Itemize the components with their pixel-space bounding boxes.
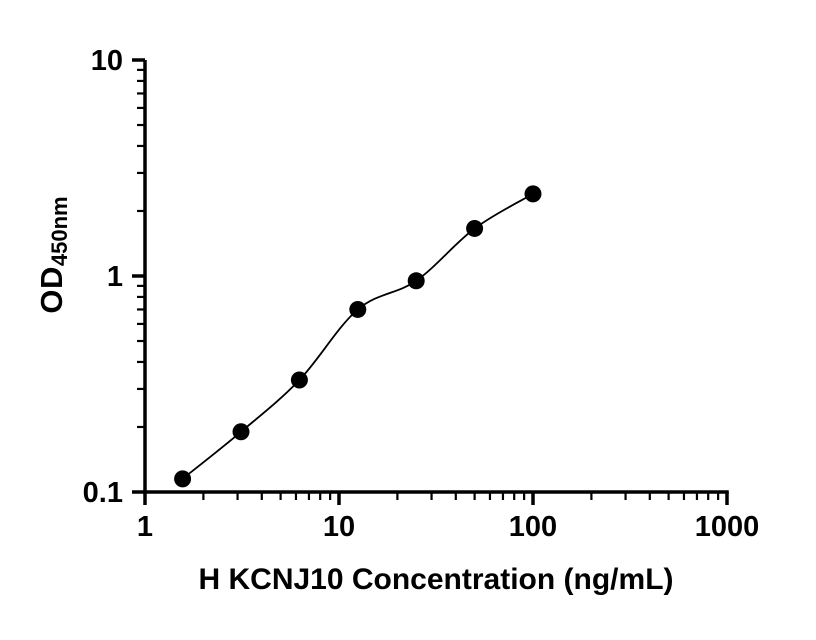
- y-axis-title: OD450nm: [34, 196, 72, 314]
- x-axis-title: H KCNJ10 Concentration (ng/mL): [198, 563, 674, 596]
- data-point: [174, 470, 192, 488]
- y-axis-tick-label: 10: [91, 45, 123, 77]
- y-axis-tick-label: 0.1: [83, 477, 123, 509]
- x-axis-tick-label: 100: [509, 511, 557, 543]
- x-axis-tick-label: 10: [323, 511, 355, 543]
- x-axis-tick-label: 1000: [695, 511, 760, 543]
- data-point: [466, 219, 484, 237]
- data-point: [290, 371, 308, 389]
- y-axis-title-subscript: 450nm: [47, 196, 72, 267]
- x-axis-tick-label: 1: [137, 511, 153, 543]
- y-axis-title-main: OD: [34, 266, 69, 314]
- data-point: [407, 272, 425, 290]
- data-point: [232, 423, 250, 441]
- y-axis-tick-label: 1: [107, 261, 123, 293]
- data-point: [349, 300, 367, 318]
- data-point: [524, 185, 542, 203]
